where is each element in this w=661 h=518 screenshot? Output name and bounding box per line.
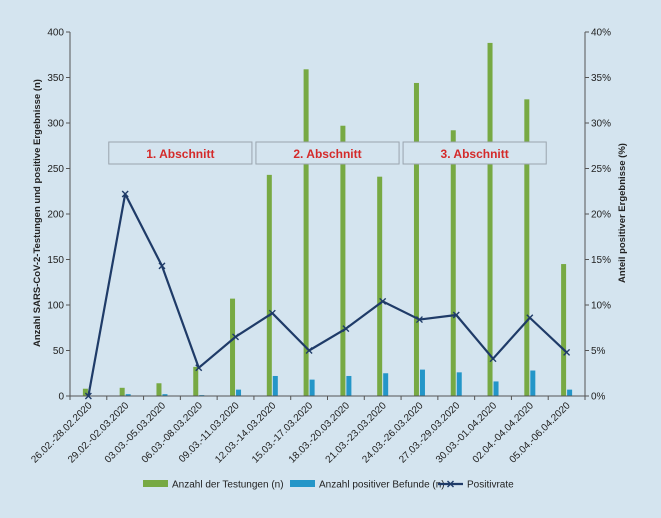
right-axis-title: Anteil positiver Ergebnisse (%) bbox=[617, 143, 628, 283]
bar-positives bbox=[236, 389, 242, 396]
right-tick-label: 30% bbox=[591, 119, 611, 130]
positivrate-marker bbox=[121, 190, 129, 198]
bar-positives bbox=[272, 375, 278, 396]
bar-positives bbox=[383, 373, 389, 396]
bar-positives bbox=[346, 375, 352, 396]
bar-tests bbox=[524, 99, 530, 396]
positivrate-marker bbox=[415, 316, 423, 324]
right-tick-label: 20% bbox=[591, 210, 611, 221]
right-tick-label: 40% bbox=[591, 28, 611, 39]
legend-label: Anzahl der Testungen (n) bbox=[172, 480, 284, 491]
bar-tests bbox=[413, 82, 419, 397]
positivrate-marker bbox=[84, 392, 92, 400]
positivrate-marker bbox=[158, 262, 166, 270]
positivrate-marker bbox=[342, 325, 350, 333]
section-box bbox=[255, 141, 400, 165]
legend-label: Positivrate bbox=[467, 480, 514, 491]
section-label: 3. Abschnitt bbox=[441, 147, 509, 161]
left-tick-label: 250 bbox=[47, 164, 64, 175]
left-tick-label: 350 bbox=[47, 73, 64, 84]
left-tick-label: 50 bbox=[53, 346, 65, 357]
right-tick-label: 0% bbox=[591, 392, 606, 403]
bar-tests bbox=[487, 42, 493, 397]
bar-tests bbox=[561, 264, 567, 396]
bar-tests bbox=[377, 176, 383, 396]
left-tick-label: 300 bbox=[47, 119, 64, 130]
bar-tests bbox=[266, 174, 272, 396]
left-axis-ticks: 0 50 100 150 200 250 300 350 400 bbox=[47, 28, 70, 403]
positivrate-marker bbox=[268, 309, 276, 317]
section-label: 2. Abschnitt bbox=[293, 147, 361, 161]
legend-label: Anzahl positiver Befunde (n) bbox=[319, 480, 445, 491]
legend-swatch bbox=[143, 480, 168, 487]
section-box bbox=[402, 141, 547, 165]
bar-positives bbox=[309, 379, 315, 396]
positivrate-line bbox=[87, 192, 568, 397]
bar-tests bbox=[82, 388, 88, 396]
series-positivrate bbox=[84, 190, 571, 400]
legend-marker bbox=[447, 480, 454, 488]
section-box bbox=[108, 141, 253, 165]
right-tick-label: 35% bbox=[591, 73, 611, 84]
legend: Anzahl der Testungen (n) Anzahl positiver… bbox=[143, 480, 514, 491]
left-axis-title: Anzahl SARS-CoV-2-Testungen und positive… bbox=[32, 79, 43, 347]
left-tick-label: 100 bbox=[47, 301, 64, 312]
legend-item: Anzahl der Testungen (n) bbox=[143, 480, 284, 491]
bar-tests bbox=[303, 69, 309, 396]
bar-tests bbox=[193, 366, 199, 396]
bar-positives bbox=[530, 370, 536, 396]
positivrate-marker bbox=[232, 333, 240, 341]
right-axis-ticks: 0% 5% 10% 15% 20% 25% 30% 35% 40% bbox=[585, 28, 611, 403]
right-tick-label: 15% bbox=[591, 255, 611, 266]
legend-swatch bbox=[290, 480, 315, 487]
bar-positives bbox=[456, 372, 462, 396]
bar-tests bbox=[340, 125, 346, 396]
positivrate-marker bbox=[452, 311, 460, 319]
right-tick-label: 5% bbox=[591, 346, 606, 357]
left-tick-label: 0 bbox=[58, 392, 64, 403]
positivrate-marker bbox=[305, 347, 313, 354]
x-axis-ticks: 26.02.-28.02.202029.02.-02.03.202003.03.… bbox=[29, 396, 586, 466]
legend-item: Positivrate bbox=[438, 480, 514, 491]
left-tick-label: 400 bbox=[47, 28, 64, 39]
bar-tests bbox=[156, 383, 162, 396]
series-positives bbox=[125, 369, 573, 396]
left-tick-label: 150 bbox=[47, 255, 64, 266]
positivrate-marker bbox=[379, 297, 387, 305]
positivrate-marker bbox=[526, 314, 534, 322]
bar-positives bbox=[162, 394, 168, 396]
bar-positives bbox=[125, 394, 131, 396]
series-tests bbox=[82, 42, 567, 397]
right-tick-label: 10% bbox=[591, 301, 611, 312]
bar-tests bbox=[230, 298, 236, 396]
section-boxes: 1. Abschnitt 2. Abschnitt 3. Abschnitt bbox=[108, 141, 547, 165]
bar-positives bbox=[567, 389, 573, 396]
positivrate-marker bbox=[489, 355, 497, 363]
section-label: 1. Abschnitt bbox=[146, 147, 214, 161]
positivrate-marker bbox=[563, 348, 571, 356]
right-tick-label: 25% bbox=[591, 164, 611, 175]
bar-tests bbox=[119, 387, 125, 396]
bar-tests bbox=[450, 130, 456, 396]
positivrate-marker bbox=[195, 364, 203, 372]
x-tick-label: 26.02.-28.02.2020 bbox=[29, 400, 94, 465]
bar-positives bbox=[419, 369, 425, 396]
bar-positives bbox=[493, 381, 499, 396]
left-tick-label: 200 bbox=[47, 210, 64, 221]
legend-item: Anzahl positiver Befunde (n) bbox=[290, 480, 445, 491]
